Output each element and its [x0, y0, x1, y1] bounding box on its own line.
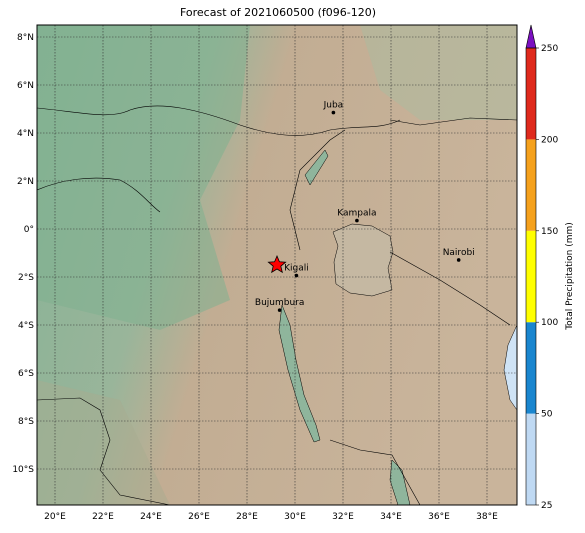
map-area: Juba Kampala Nairobi Kigali Bujumbura: [37, 25, 517, 505]
city-dot: [456, 258, 461, 262]
lat-label: 6°S: [18, 369, 34, 379]
lon-label: 26°E: [188, 512, 210, 522]
city-dot: [355, 218, 359, 223]
lat-label: 8°N: [17, 33, 34, 43]
city-dot: [277, 308, 282, 312]
border: [37, 177, 161, 213]
colorbar-tick-label: 25: [541, 501, 552, 511]
colorbar-extend: [525, 24, 537, 49]
city-label: Nairobi: [443, 248, 475, 258]
lowland: [37, 380, 170, 505]
colorbar-segment: [526, 322, 536, 414]
lowland: [37, 25, 250, 330]
colorbar-tick-label: 100: [541, 318, 558, 328]
border: [37, 397, 171, 505]
lat-label: 8°S: [18, 417, 34, 427]
city-label: Kampala: [337, 209, 376, 219]
lake-malawi: [389, 459, 411, 505]
city-dot: [331, 110, 336, 115]
location-star: [267, 254, 287, 274]
graticule: [37, 25, 517, 505]
border: [37, 105, 401, 136]
border: [289, 129, 346, 251]
colorbar-label: Total Precipitation (mm): [565, 222, 575, 331]
lon-label: 30°E: [284, 512, 306, 522]
lon-label: 20°E: [44, 512, 66, 522]
colorbar-frame: [525, 47, 537, 506]
border: [389, 251, 511, 326]
city-dot: [294, 273, 299, 278]
axis-labels: 20°E 22°E 24°E 26°E 28°E 30°E 32°E 34°E 36°E 38°E…: [12, 33, 498, 522]
lon-label: 22°E: [92, 512, 114, 522]
lat-label: 2°S: [18, 273, 34, 283]
ocean: [503, 324, 517, 411]
colorbar-tick-label: 200: [541, 135, 558, 145]
border: [329, 439, 421, 505]
lat-label: 6°N: [17, 81, 34, 91]
lat-label: 10°S: [12, 465, 34, 475]
lat-label: 4°N: [17, 129, 34, 139]
lon-label: 28°E: [236, 512, 258, 522]
colorbar-segment: [526, 139, 536, 231]
lon-label: 24°E: [140, 512, 162, 522]
lat-label: 4°S: [18, 321, 34, 331]
lon-label: 38°E: [476, 512, 498, 522]
colorbar-segment: [526, 48, 536, 140]
lat-label: 2°N: [17, 177, 34, 187]
lake-albert: [304, 149, 329, 186]
colorbar-tick-label: 150: [541, 227, 558, 237]
lowland: [360, 25, 517, 120]
city-label: Kigali: [284, 264, 309, 274]
lon-label: 34°E: [380, 512, 402, 522]
city-label: Bujumbura: [255, 298, 304, 308]
lake-victoria: [332, 223, 394, 297]
colorbar-tick-label: 250: [541, 44, 558, 54]
lon-label: 32°E: [332, 512, 354, 522]
colorbar-tick-label: 50: [541, 410, 553, 420]
map-frame: [36, 24, 518, 506]
colorbar: 25 50 100 150 200 250: [525, 24, 558, 511]
border: [389, 117, 517, 126]
title: Forecast of 2021060500 (f096-120): [180, 6, 376, 19]
city-label: Juba: [323, 101, 344, 111]
lat-label: 0°: [24, 225, 34, 235]
cities: Juba Kampala Nairobi Kigali Bujumbura: [255, 101, 475, 312]
colorbar-segment: [526, 230, 536, 323]
colorbar-segment: [526, 413, 536, 505]
lon-label: 36°E: [428, 512, 450, 522]
lake-tanganyika: [278, 304, 321, 443]
